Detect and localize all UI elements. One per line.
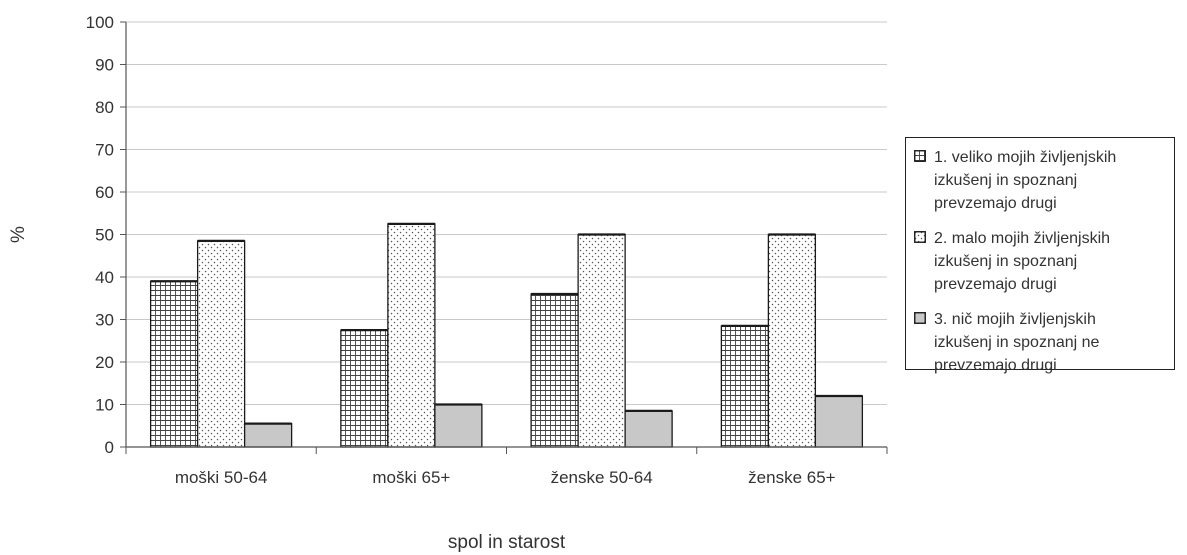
y-tick-label: 0 — [105, 438, 114, 457]
legend-label-line: prevzemajo drugi — [934, 195, 1057, 212]
legend-label-line: prevzemajo drugi — [934, 276, 1057, 293]
bar-series-2-cat-3 — [577, 233, 626, 448]
legend-swatch — [914, 150, 926, 162]
bar-series-1-cat-2 — [340, 329, 389, 448]
y-tick-label: 40 — [95, 268, 114, 287]
y-tick-label: 90 — [95, 56, 114, 75]
bar-series-1-cat-3 — [530, 293, 579, 448]
bar-series-3-cat-1 — [243, 422, 293, 448]
y-tick-label: 10 — [95, 396, 114, 415]
gridlines — [126, 21, 887, 405]
bar-series-3-cat-4 — [814, 395, 864, 448]
legend-label-line: prevzemajo drugi — [934, 357, 1057, 374]
legend-item-3: 3. nič mojih življenjskih izkušenj in spo… — [914, 308, 1174, 377]
x-tick-label: ženske 65+ — [748, 468, 835, 487]
y-tick-label: 70 — [95, 141, 114, 160]
x-axis-ticks: moški 50-64 moški 65+ ženske 50-64 ženske 6… — [125, 447, 888, 487]
bar-series-1-cat-1 — [149, 280, 199, 448]
legend-label-line: izkušenj in spoznanj ne — [934, 334, 1100, 351]
y-tick-label: 100 — [86, 13, 114, 32]
legend-label-line: izkušenj in spoznanj — [934, 172, 1078, 189]
y-tick-label: 50 — [95, 226, 114, 245]
y-tick-label: 20 — [95, 353, 114, 372]
legend-label-line: 3. nič mojih življenjskih — [934, 311, 1096, 328]
bar-series-2-cat-4 — [767, 233, 817, 448]
y-tick-label: 60 — [95, 183, 114, 202]
legend-item-2: 2. malo mojih življenjskih izkušenj in sp… — [914, 227, 1174, 296]
legend-label-line: 2. malo mojih življenjskih — [934, 230, 1111, 247]
y-axis-label: % — [8, 226, 29, 243]
x-axis-label: spol in starost — [448, 532, 566, 553]
legend-swatch — [914, 231, 926, 243]
y-tick-label: 80 — [95, 98, 114, 117]
bar-series-3-cat-2 — [434, 403, 483, 448]
y-axis-ticks: 0 10 20 30 40 50 60 70 80 90 100 — [86, 13, 126, 457]
bar-series-2-cat-1 — [196, 240, 246, 448]
x-tick-label: ženske 50-64 — [551, 468, 653, 487]
legend-label-line: izkušenj in spoznanj — [934, 253, 1078, 270]
legend-item-1: 1. veliko mojih življenjskih izkušenj in … — [914, 146, 1174, 215]
legend-swatch — [914, 312, 926, 324]
legend-label-line: 1. veliko mojih življenjskih — [934, 149, 1117, 166]
x-tick-label: moški 65+ — [372, 468, 450, 487]
bar-series-3-cat-3 — [624, 410, 673, 448]
x-tick-label: moški 50-64 — [175, 468, 268, 487]
bar-series-2-cat-2 — [387, 223, 436, 448]
legend: 1. veliko mojih življenjskih izkušenj in … — [905, 137, 1175, 374]
bars — [149, 222, 864, 448]
bar-series-1-cat-4 — [720, 325, 770, 448]
y-tick-label: 30 — [95, 311, 114, 330]
